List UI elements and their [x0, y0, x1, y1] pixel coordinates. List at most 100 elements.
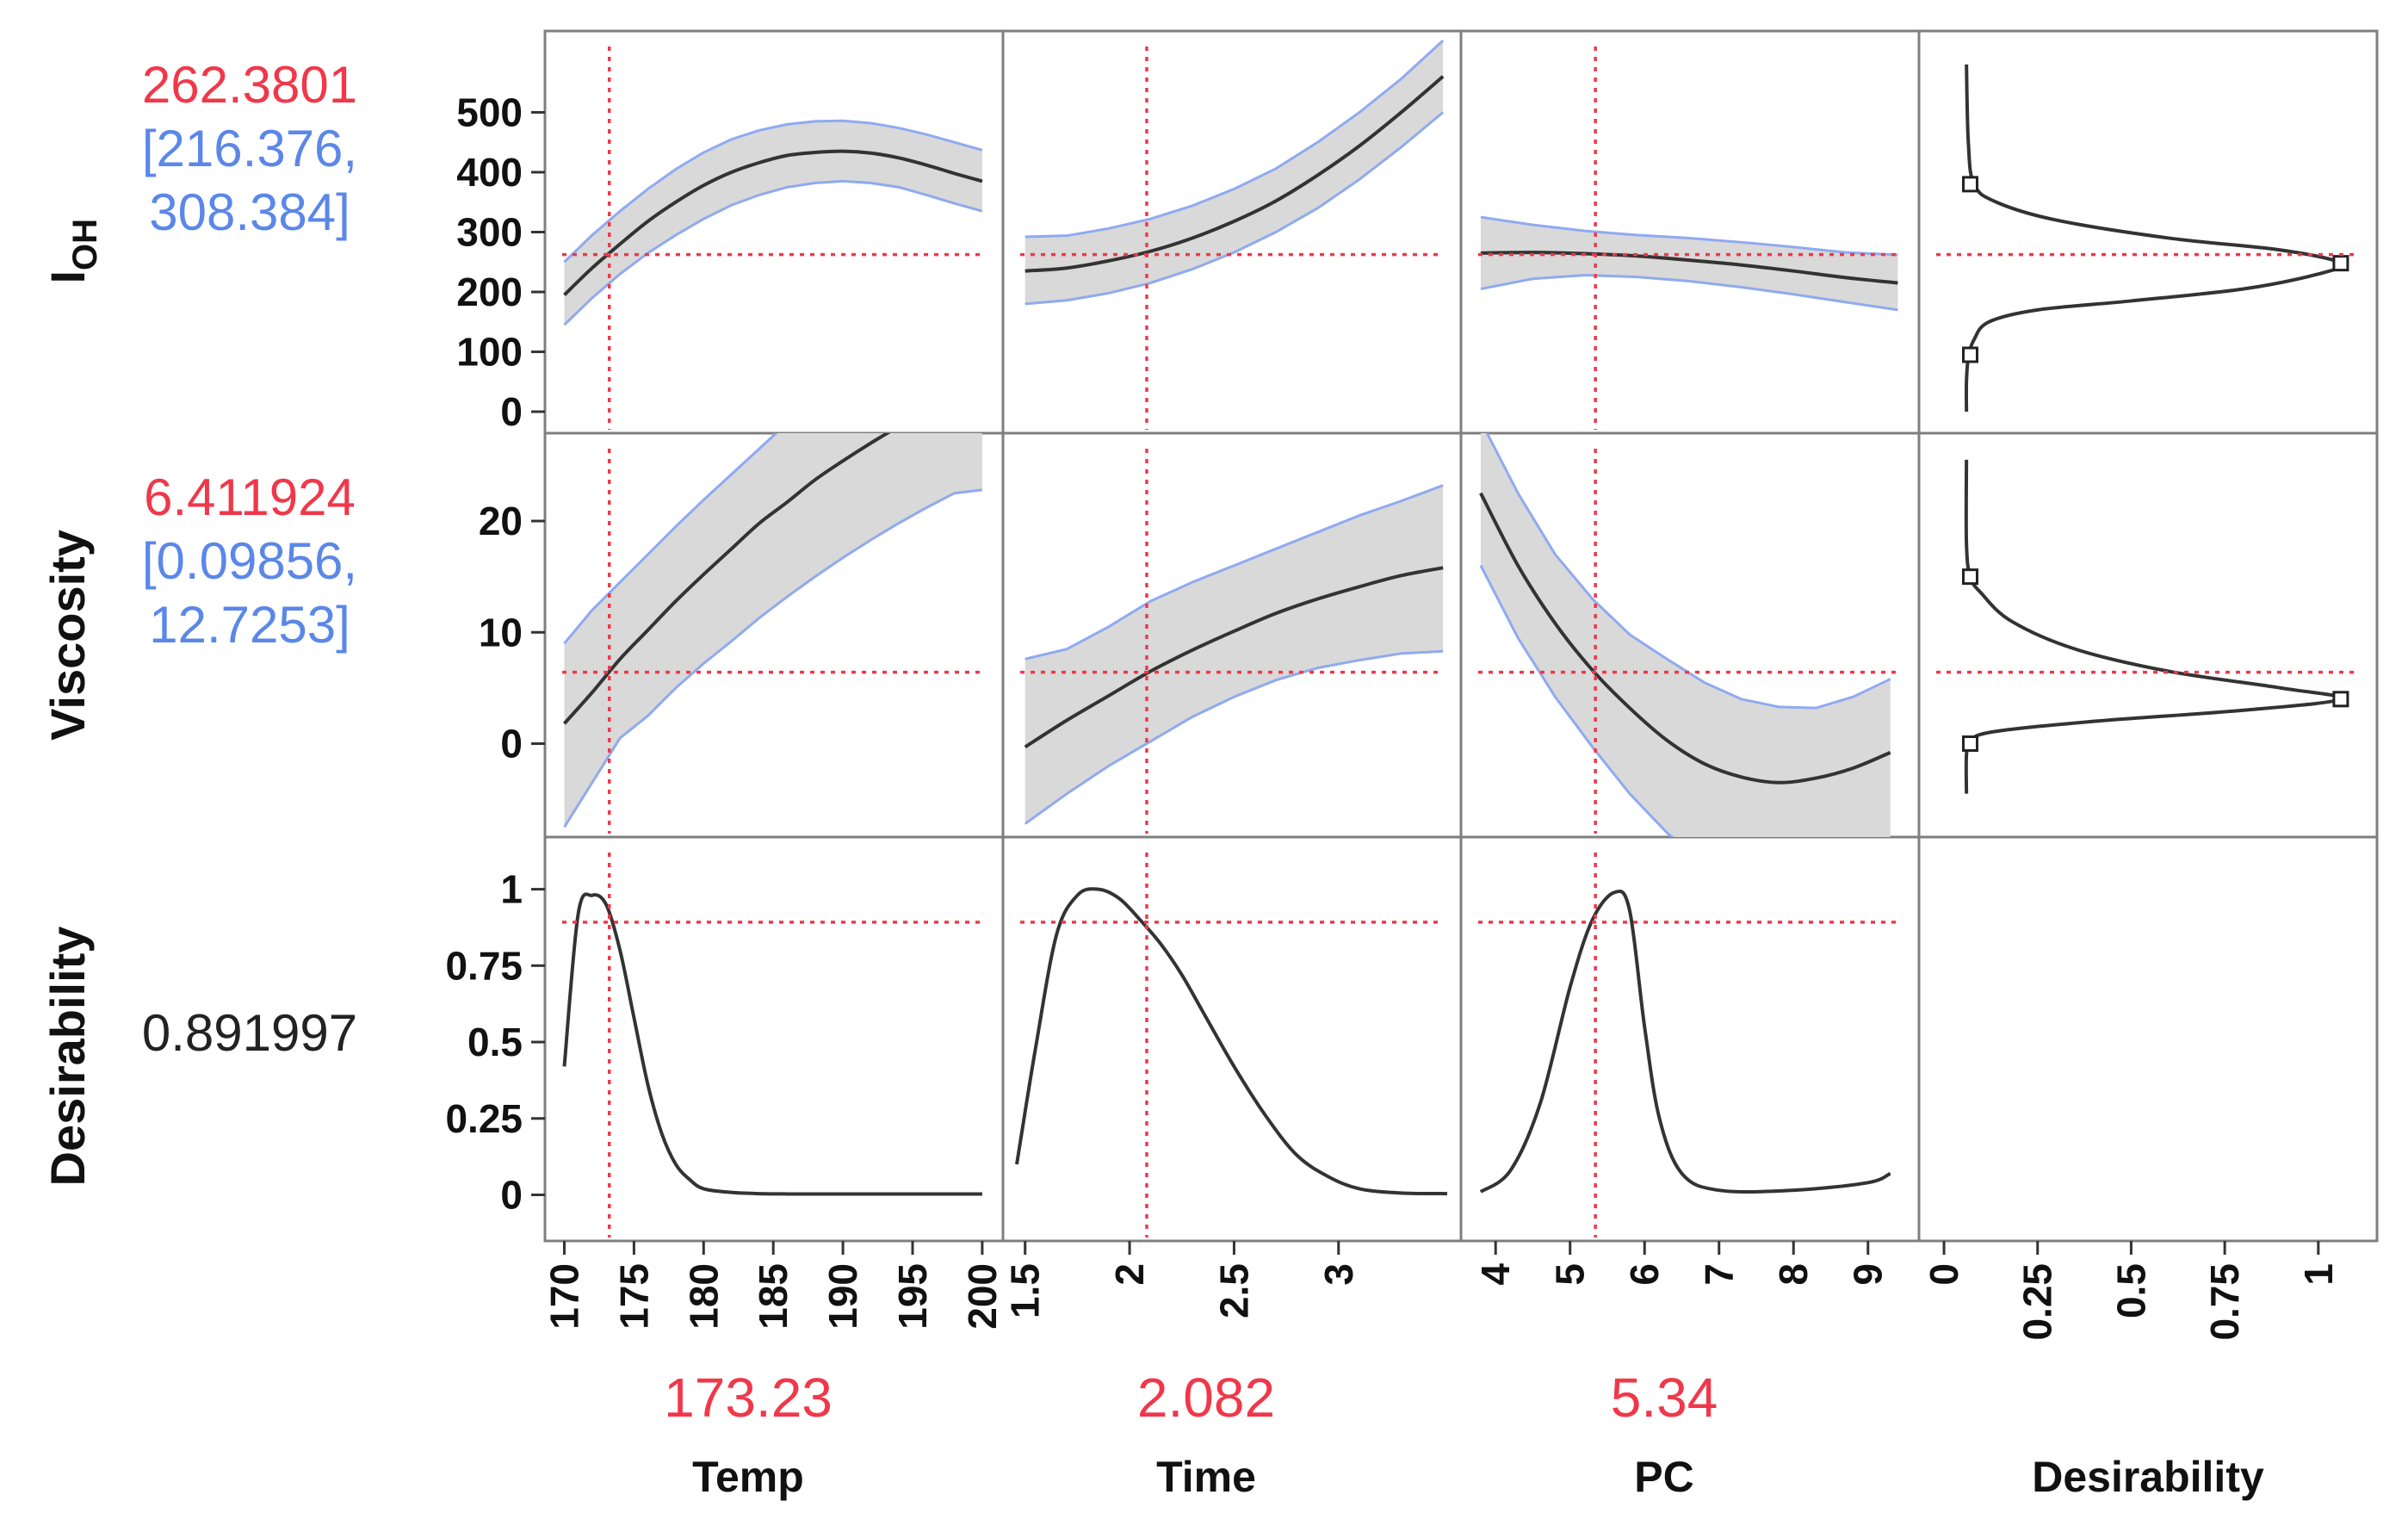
confidence-band — [1024, 485, 1444, 824]
crosshair-2-0 — [562, 853, 986, 1237]
x-tick-label: 170 — [542, 1263, 586, 1330]
prediction-curve — [1479, 492, 1891, 785]
upper-ci-line — [563, 119, 983, 264]
factor-label-desirability_col: Desirability — [2032, 1453, 2264, 1501]
panel-desirability-pc — [1479, 890, 1891, 1194]
factor-label-temp: Temp — [692, 1453, 804, 1501]
desirability-handle — [2332, 255, 2349, 272]
x-tick-label: 190 — [820, 1263, 865, 1330]
prediction-curve — [1015, 887, 1448, 1196]
x-tick-label: 185 — [751, 1263, 795, 1330]
prediction-curve — [1024, 566, 1444, 749]
y-tick-label: 0.5 — [467, 1020, 523, 1064]
y-tick-label: 0.75 — [445, 943, 523, 988]
lower-ci-line — [1024, 111, 1445, 306]
panel-frame-desirability-temp — [543, 835, 1005, 1243]
crosshair-0-2 — [1478, 47, 1902, 430]
confidence-band — [564, 433, 982, 828]
x-tick-label: 2.5 — [1211, 1263, 1256, 1318]
desirability-handle — [2332, 691, 2349, 708]
y-tick-label: 0 — [500, 1173, 523, 1218]
y-tick-label: 200 — [456, 270, 523, 314]
y-tick-label: 0.25 — [445, 1096, 523, 1141]
factor-current-value-temp: 173.23 — [664, 1367, 833, 1429]
response-ci-low-viscosity: [0.09856, — [142, 532, 357, 590]
x-tick-label: 9 — [1846, 1263, 1891, 1286]
prediction-curve — [1479, 890, 1891, 1194]
response-title-main: I — [40, 270, 95, 284]
y-tick-label: 500 — [456, 90, 523, 134]
panel-frame-ioh-desirability_col — [1917, 29, 2379, 435]
x-tick-label: 195 — [890, 1263, 935, 1330]
x-tick-label: 4 — [1473, 1263, 1518, 1286]
panel-frame-desirability-desirability_col — [1917, 835, 2379, 1243]
y-tick-label: 0 — [500, 389, 523, 434]
upper-ci-line — [563, 433, 778, 645]
crosshair-0-1 — [1020, 47, 1444, 430]
x-tick-label: 6 — [1622, 1263, 1667, 1286]
factor-current-value-time: 2.082 — [1137, 1367, 1275, 1429]
crosshair-0-0 — [562, 47, 986, 430]
y-tick-label: 0 — [500, 722, 523, 766]
upper-ci-line — [1024, 39, 1445, 239]
prediction-curve — [563, 149, 983, 296]
response-current-value-desirability: 0.891997 — [142, 1004, 357, 1062]
confidence-band — [1480, 217, 1898, 310]
panel-ioh-desirability_col — [1961, 64, 2349, 412]
confidence-band — [1024, 40, 1444, 304]
prediction-curve — [562, 433, 891, 725]
desirability-handle — [1961, 176, 1978, 193]
x-tick-label: 0.75 — [2202, 1263, 2247, 1341]
panel-viscosity-pc — [1479, 433, 1891, 837]
x-tick-label: 0.25 — [2015, 1263, 2060, 1341]
confidence-band — [1480, 433, 1891, 837]
response-current-value-ioh: 262.3801 — [142, 56, 357, 114]
panel-desirability-temp — [562, 892, 982, 1196]
x-tick-label: 1.5 — [1003, 1263, 1048, 1318]
y-tick-label: 100 — [456, 330, 523, 375]
response-title-sub: OH — [66, 219, 104, 270]
x-tick-label: 3 — [1316, 1263, 1361, 1286]
desirability-handle — [1961, 735, 1978, 753]
x-tick-label: 7 — [1697, 1263, 1742, 1286]
response-title-ioh: IOH — [40, 219, 104, 284]
x-tick-label: 2 — [1107, 1263, 1152, 1286]
panel-viscosity-temp — [562, 433, 983, 828]
lower-ci-line — [563, 179, 983, 326]
panel-desirability-time — [1015, 887, 1448, 1196]
y-tick-label: 400 — [456, 150, 523, 195]
factor-label-pc: PC — [1634, 1453, 1693, 1501]
y-tick-label: 20 — [479, 499, 523, 543]
x-tick-label: 8 — [1771, 1263, 1816, 1286]
crosshair-2-1 — [1020, 853, 1444, 1237]
desirability-handle — [1961, 346, 1978, 363]
prediction-curve — [1480, 251, 1898, 285]
lower-ci-line — [1480, 274, 1898, 312]
panel-ioh-time — [1024, 39, 1445, 306]
crosshair-1-1 — [1020, 449, 1444, 834]
desirability-handle — [1961, 568, 1978, 586]
prediction-curve — [562, 892, 982, 1196]
upper-ci-line — [1024, 484, 1444, 661]
response-title-viscosity: Viscosity — [40, 530, 95, 741]
panel-viscosity-time — [1024, 484, 1444, 825]
panel-viscosity-desirability_col — [1961, 459, 2349, 794]
lower-ci-line — [1479, 565, 1674, 837]
response-current-value-viscosity: 6.411924 — [144, 468, 356, 526]
response-ci-high-viscosity: 12.7253] — [149, 596, 350, 654]
panel-frame-desirability-time — [1001, 835, 1463, 1243]
prediction-curve — [1964, 64, 2344, 412]
lower-ci-line — [1024, 649, 1444, 825]
x-tick-label: 0 — [1922, 1263, 1966, 1286]
y-tick-label: 300 — [456, 210, 523, 255]
x-tick-label: 0.5 — [2108, 1263, 2153, 1318]
response-title-desirability: Desirability — [40, 927, 95, 1187]
x-tick-label: 175 — [611, 1263, 656, 1330]
crosshair-1-2 — [1478, 449, 1902, 834]
prediction-curve — [1964, 459, 2343, 794]
response-ci-low-ioh: [216.376, — [142, 120, 357, 177]
factor-label-time: Time — [1156, 1453, 1256, 1501]
upper-ci-line — [1485, 433, 1891, 710]
lower-ci-line — [563, 488, 983, 828]
